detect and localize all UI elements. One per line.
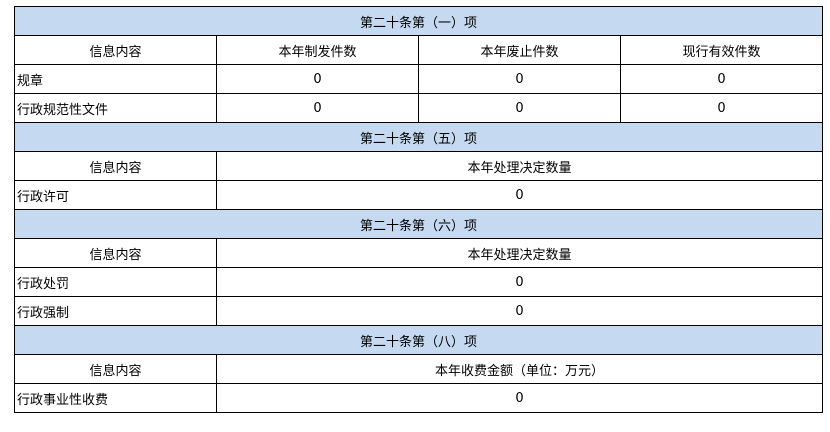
cell-value: 0 [216,180,823,210]
section-header-row: 第二十条第（一）项 [14,6,823,36]
column-header: 信息内容 [14,35,217,65]
section-title: 第二十条第（八）项 [14,325,823,355]
table-row: 行政处罚 0 [14,267,823,297]
column-header-row: 信息内容 本年处理决定数量 [14,151,823,181]
cell-value: 0 [216,93,419,123]
column-header: 本年制发件数 [216,35,419,65]
column-header: 信息内容 [14,238,217,268]
column-header-row: 信息内容 本年处理决定数量 [14,238,823,268]
cell-value: 0 [620,64,823,94]
cell-value: 0 [418,93,621,123]
table-row: 行政许可 0 [14,180,823,210]
table-row: 规章 0 0 0 [14,64,823,94]
cell-value: 0 [216,383,823,413]
row-label: 行政处罚 [14,267,217,297]
column-header: 本年收费金额（单位：万元） [216,354,823,384]
row-label: 行政许可 [14,180,217,210]
cell-value: 0 [620,93,823,123]
section-title: 第二十条第（一）项 [14,6,823,36]
section-header-row: 第二十条第（六）项 [14,209,823,239]
section-title: 第二十条第（六）项 [14,209,823,239]
column-header: 本年废止件数 [418,35,621,65]
table-row: 行政事业性收费 0 [14,383,823,413]
table-row: 行政强制 0 [14,296,823,326]
row-label: 行政强制 [14,296,217,326]
column-header: 本年处理决定数量 [216,151,823,181]
cell-value: 0 [216,64,419,94]
cell-value: 0 [216,296,823,326]
section-header-row: 第二十条第（八）项 [14,325,823,355]
section-title: 第二十条第（五）项 [14,122,823,152]
cell-value: 0 [418,64,621,94]
column-header: 信息内容 [14,151,217,181]
column-header: 现行有效件数 [620,35,823,65]
column-header: 信息内容 [14,354,217,384]
section-header-row: 第二十条第（五）项 [14,122,823,152]
table-row: 行政规范性文件 0 0 0 [14,93,823,123]
column-header-row: 信息内容 本年制发件数 本年废止件数 现行有效件数 [14,35,823,65]
disclosure-table: 第二十条第（一）项 信息内容 本年制发件数 本年废止件数 现行有效件数 规章 0 0 0 行政规范… [14,6,823,413]
column-header-row: 信息内容 本年收费金额（单位：万元） [14,354,823,384]
row-label: 行政规范性文件 [14,93,217,123]
row-label: 行政事业性收费 [14,383,217,413]
row-label: 规章 [14,64,217,94]
column-header: 本年处理决定数量 [216,238,823,268]
cell-value: 0 [216,267,823,297]
